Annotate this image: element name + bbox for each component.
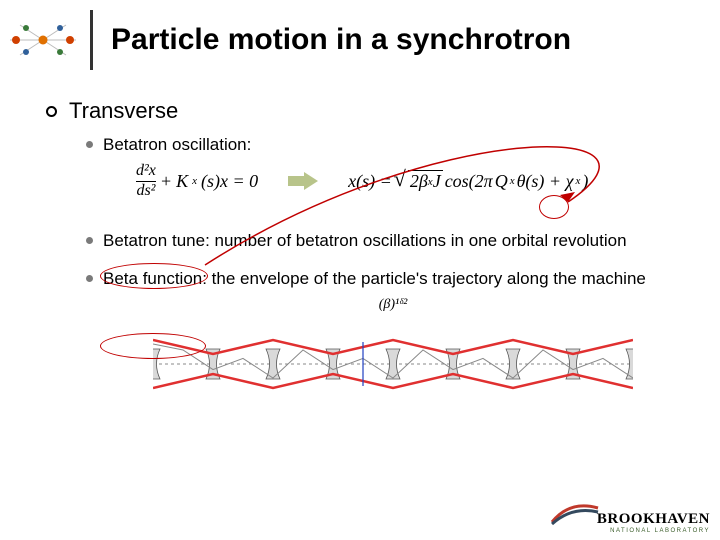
implies-arrow-icon (288, 172, 318, 190)
eq-plus: + (160, 171, 172, 192)
eq-J: J (433, 171, 441, 192)
ring-bullet-icon (46, 106, 57, 117)
particle-logo-icon (4, 19, 82, 61)
slide-content: Transverse Betatron oscillation: d²x ds²… (0, 70, 720, 407)
sqrt-icon: √ (394, 166, 406, 192)
footer-main: BROOKHAVEN (597, 511, 710, 528)
eq-Q: Q (495, 171, 508, 192)
annotation-circle-beta (100, 333, 206, 359)
title-rule: Particle motion in a synchrotron (90, 10, 571, 70)
dot-bullet-icon (86, 237, 93, 244)
eq-sx: (s)x = 0 (201, 171, 258, 192)
eq-K-sub: x (192, 175, 197, 187)
section-heading: Transverse (69, 98, 178, 124)
dot-bullet-icon (86, 275, 93, 282)
bullet-1-text: Betatron oscillation: (103, 134, 251, 157)
eq-Q-sub: x (510, 175, 515, 187)
dot-bullet-icon (86, 141, 93, 148)
slide-title: Particle motion in a synchrotron (111, 23, 571, 57)
bullet-2: Betatron tune: number of betatron oscill… (86, 230, 700, 253)
eq-2beta: 2β (410, 171, 428, 192)
bullet-1: Betatron oscillation: (86, 134, 700, 157)
eq-close: ) (582, 171, 588, 192)
eq-num: d²x (136, 163, 156, 180)
footer-sub: NATIONAL LABORATORY (597, 528, 710, 534)
eq-cos: cos(2π (445, 171, 493, 192)
slide-header: Particle motion in a synchrotron (0, 0, 720, 70)
eq-den: ds² (136, 183, 155, 200)
footer-logo: BROOKHAVEN NATIONAL LABORATORY (597, 511, 710, 534)
bullet-2-text: Betatron tune: number of betatron oscill… (103, 230, 627, 253)
beta-label: (β)¹ᵟ² (86, 297, 700, 313)
equation-row: d²x ds² + Kx (s)x = 0 x(s) = √ 2βx J (86, 157, 700, 210)
eq-xs: x(s) = (348, 171, 392, 192)
section-row: Transverse (46, 98, 700, 124)
annotation-circle-tune (100, 263, 208, 289)
sqrt-content: 2βx J (408, 170, 443, 192)
bnl-swoosh-icon (550, 498, 600, 526)
eq-K: K (176, 171, 188, 192)
annotation-circle-qx (539, 195, 569, 219)
eq-chi-sub: x (576, 175, 581, 187)
eq-theta: θ(s) + χ (517, 171, 574, 192)
equation-solution: x(s) = √ 2βx J cos(2π Qx θ(s) + χx ) (348, 168, 588, 194)
lattice-diagram (153, 321, 633, 407)
equation-ode: d²x ds² + Kx (s)x = 0 (136, 163, 258, 200)
